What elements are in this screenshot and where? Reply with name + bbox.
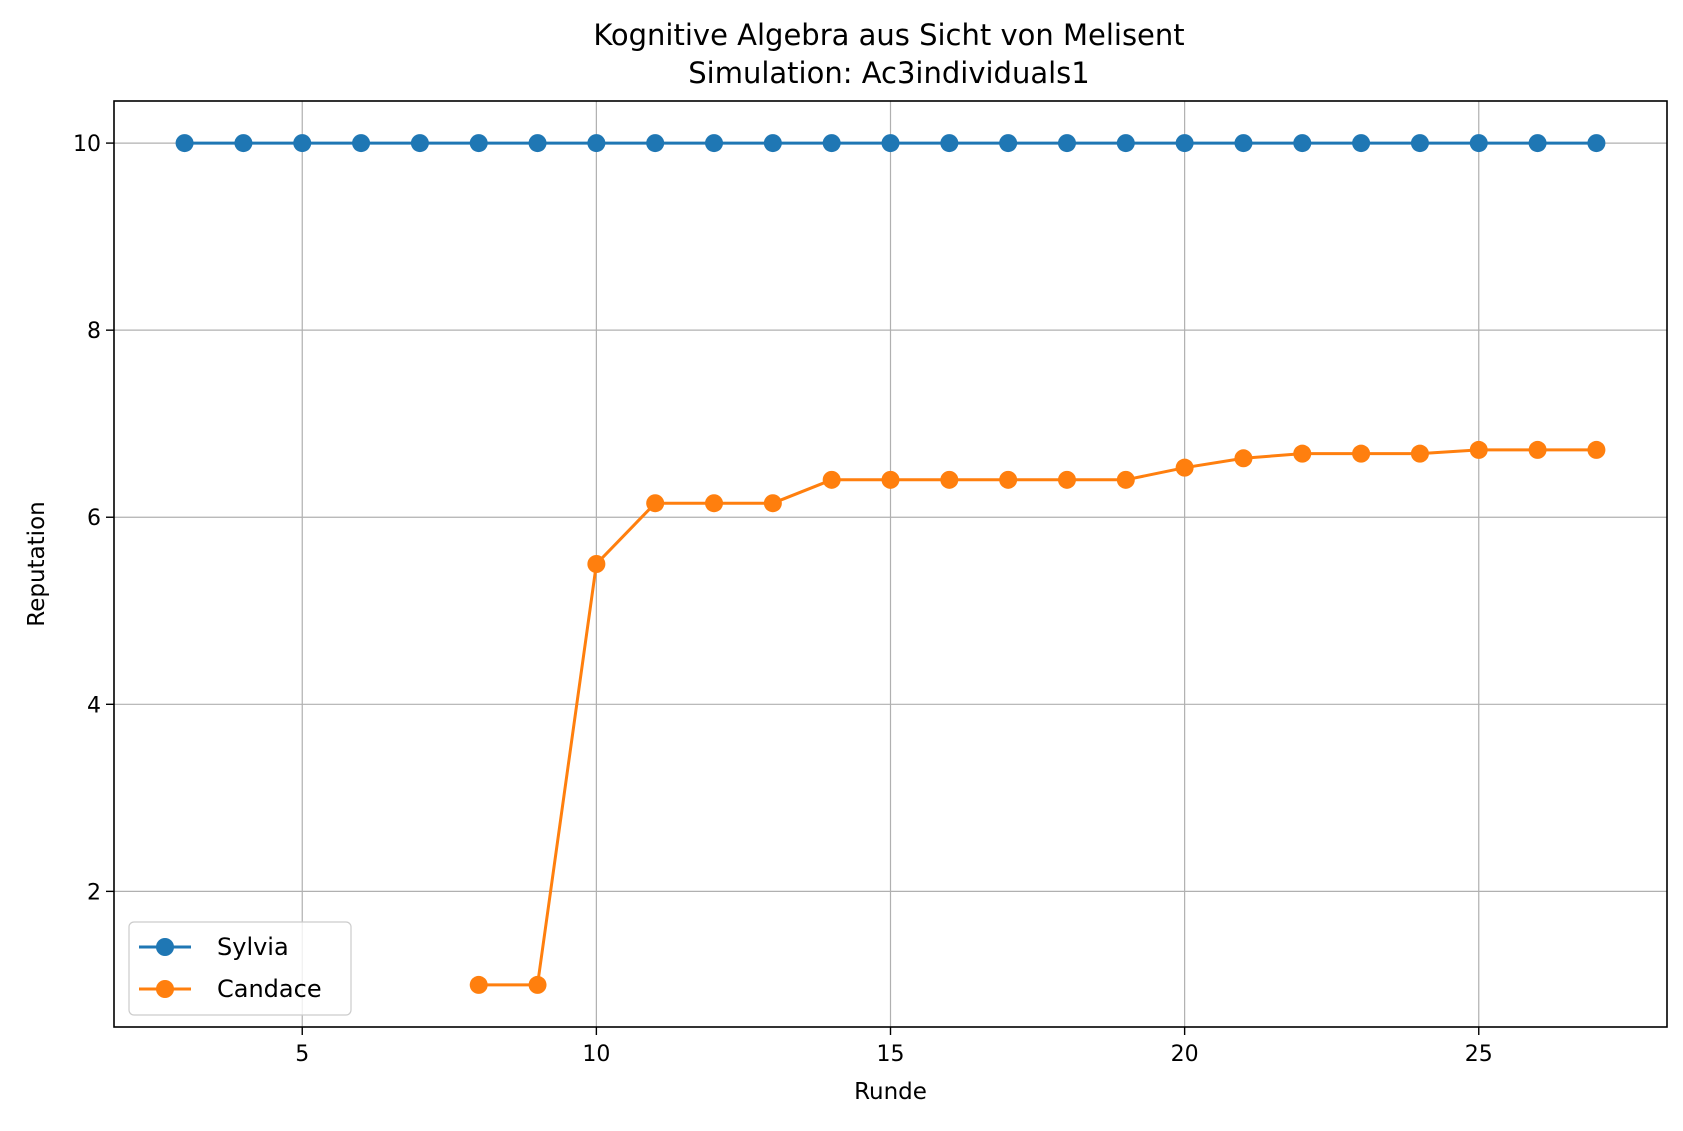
legend-marker xyxy=(156,938,174,956)
data-point xyxy=(940,470,959,489)
data-point xyxy=(1234,134,1253,153)
data-point xyxy=(1057,470,1076,489)
data-point xyxy=(646,494,665,513)
data-point xyxy=(822,470,841,489)
data-point xyxy=(1528,440,1547,459)
x-axis-label: Runde xyxy=(854,1079,927,1105)
x-tick-label: 10 xyxy=(582,1042,610,1067)
legend-marker xyxy=(156,980,174,998)
data-point xyxy=(763,494,782,513)
y-tick-label: 6 xyxy=(87,506,101,531)
data-point xyxy=(175,134,194,153)
data-point xyxy=(763,134,782,153)
grid xyxy=(114,101,1667,1027)
data-point xyxy=(1116,134,1135,153)
data-point xyxy=(940,134,959,153)
data-point xyxy=(1175,458,1194,477)
chart-subtitle: Simulation: Ac3individuals1 xyxy=(688,56,1089,90)
data-point xyxy=(1116,470,1135,489)
chart-title: Kognitive Algebra aus Sicht von Melisent xyxy=(593,18,1184,52)
data-point xyxy=(1352,134,1371,153)
legend-box xyxy=(128,921,352,1016)
data-point xyxy=(1469,134,1488,153)
data-point xyxy=(1293,134,1312,153)
data-point xyxy=(1175,134,1194,153)
data-point xyxy=(587,134,606,153)
data-point xyxy=(293,134,312,153)
data-point xyxy=(705,134,724,153)
data-point xyxy=(1057,134,1076,153)
data-point xyxy=(1587,440,1606,459)
y-tick-label: 8 xyxy=(87,319,101,344)
data-point xyxy=(410,134,429,153)
series-line-1 xyxy=(478,448,1597,987)
data-point xyxy=(1293,444,1312,463)
ticks: 5 10 15 20 25 2 4 6 8 10 xyxy=(73,132,1493,1067)
data-point xyxy=(1352,444,1371,463)
data-point xyxy=(1410,444,1429,463)
x-tick-label: 5 xyxy=(295,1042,309,1067)
data-point xyxy=(469,975,488,994)
data-point xyxy=(528,975,547,994)
data-point xyxy=(1410,134,1429,153)
data-point xyxy=(1528,134,1547,153)
data-point xyxy=(587,555,606,573)
legend: Sylvia Candace xyxy=(128,921,352,1016)
data-point xyxy=(881,470,900,489)
series-layer xyxy=(175,134,1606,994)
data-point xyxy=(1587,134,1606,153)
legend-label: Sylvia xyxy=(217,933,289,961)
data-point xyxy=(1234,449,1253,468)
y-tick-label: 4 xyxy=(87,693,101,718)
data-point xyxy=(646,134,665,153)
legend-label: Candace xyxy=(217,975,322,1003)
data-point xyxy=(999,134,1018,153)
x-tick-label: 20 xyxy=(1171,1042,1199,1067)
data-point xyxy=(528,134,547,153)
y-tick-label: 10 xyxy=(73,132,101,157)
data-point xyxy=(999,470,1018,489)
data-point xyxy=(352,134,371,153)
data-point xyxy=(469,134,488,153)
y-axis-label: Reputation xyxy=(24,501,50,626)
data-point xyxy=(1469,440,1488,459)
y-tick-label: 2 xyxy=(87,880,101,905)
data-point xyxy=(822,134,841,153)
data-point xyxy=(705,494,724,513)
data-point xyxy=(234,134,253,153)
x-tick-label: 25 xyxy=(1465,1042,1493,1067)
data-point xyxy=(881,134,900,153)
x-tick-label: 15 xyxy=(877,1042,905,1067)
